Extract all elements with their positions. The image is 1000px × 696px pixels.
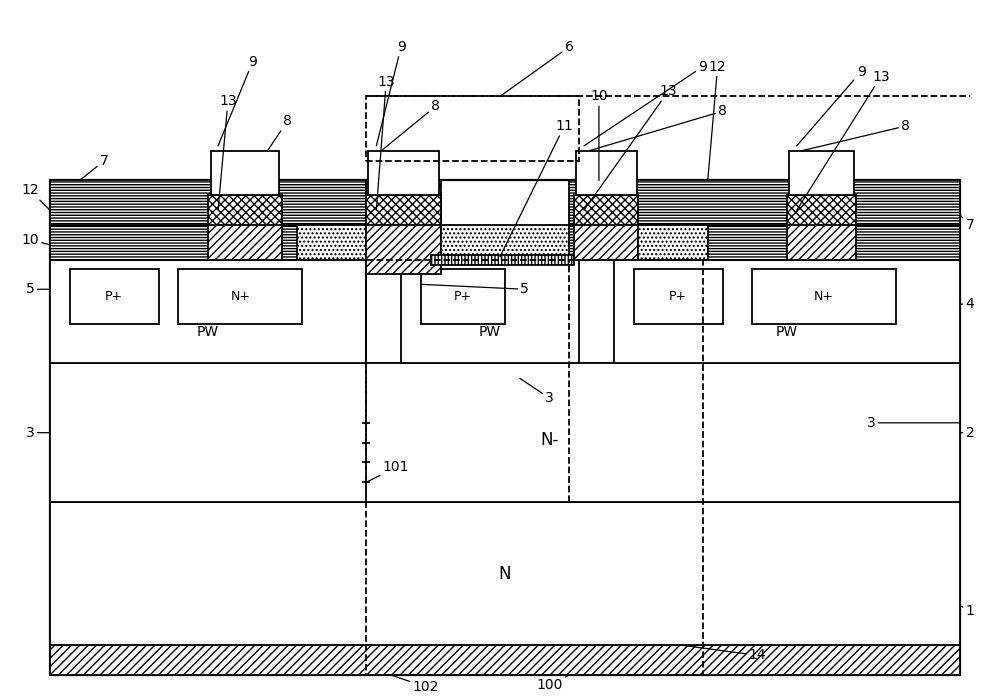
Bar [211,151,279,196]
Text: PW: PW [479,325,501,339]
Text: P+: P+ [105,290,123,303]
Text: 2: 2 [960,426,974,440]
Bar [50,260,366,363]
Bar [787,196,856,225]
Text: 8: 8 [268,114,292,151]
Bar [208,225,282,260]
Bar [366,96,579,161]
Bar [50,225,366,260]
Text: 9: 9 [218,55,257,146]
Text: 3: 3 [26,426,50,440]
Text: 1: 1 [960,603,974,618]
Text: 5: 5 [421,283,529,296]
Bar [366,196,441,225]
Text: 9: 9 [584,60,707,146]
Bar [208,196,282,225]
Text: 13: 13 [376,74,395,210]
Text: 6: 6 [500,40,574,96]
Bar [401,260,579,363]
Text: 11: 11 [500,119,573,257]
Text: 8: 8 [589,104,727,151]
Text: 12: 12 [21,183,50,210]
Text: 9: 9 [797,65,866,146]
Text: N+: N+ [230,290,250,303]
Bar [421,269,505,324]
Bar [789,151,854,196]
Bar [431,255,574,264]
Bar [441,225,569,260]
Bar [576,151,637,196]
Bar [574,225,638,260]
Text: 5: 5 [26,283,50,296]
Text: 10: 10 [590,89,608,180]
Text: 3: 3 [520,379,554,405]
Text: PW: PW [776,325,798,339]
Bar [297,225,366,260]
Bar [638,225,708,260]
Text: 8: 8 [381,100,440,151]
Text: 13: 13 [584,84,677,210]
Text: N: N [499,564,511,583]
Bar [368,151,439,196]
Text: 13: 13 [797,70,890,210]
Text: 7: 7 [960,215,974,232]
Bar [178,269,302,324]
Text: 101: 101 [366,460,409,482]
Text: 10: 10 [21,232,50,247]
Bar [574,196,638,225]
Text: 14: 14 [683,645,766,663]
Text: P+: P+ [669,290,687,303]
Bar [50,502,960,645]
Text: 8: 8 [802,119,910,151]
Text: PW: PW [197,325,219,339]
Text: 4: 4 [960,297,974,311]
Text: 7: 7 [80,154,109,180]
Text: 12: 12 [708,60,726,180]
Bar [50,180,960,675]
Text: P+: P+ [454,290,472,303]
Bar [569,180,960,225]
Text: N-: N- [540,431,559,449]
Bar [614,260,960,363]
Bar [50,363,960,502]
Text: 9: 9 [376,40,406,146]
Bar [50,645,960,675]
Bar [50,180,366,225]
Text: 102: 102 [391,675,439,694]
Text: 100: 100 [536,675,569,692]
Bar [70,269,159,324]
Bar [787,225,856,260]
Bar [634,269,723,324]
Bar [366,180,441,274]
Text: 13: 13 [218,94,237,210]
Text: N+: N+ [814,290,834,303]
Bar [752,269,896,324]
Text: 3: 3 [867,416,960,430]
Bar [569,225,960,260]
Bar [366,260,703,675]
